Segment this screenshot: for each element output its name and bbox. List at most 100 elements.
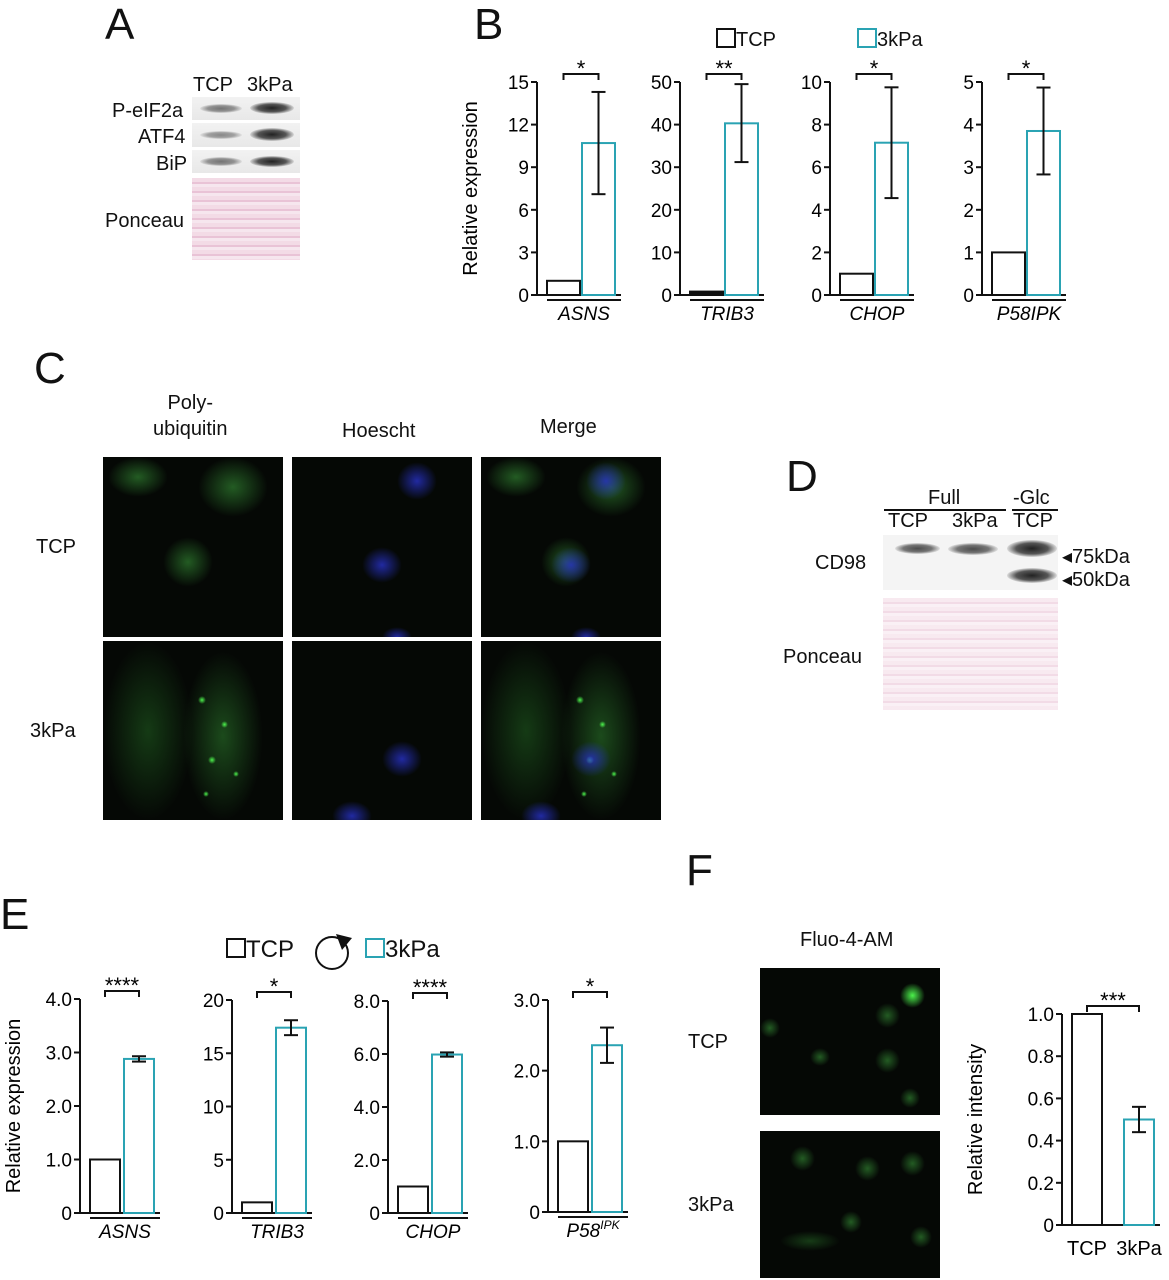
y-tick-label: 0 [518,286,529,307]
gene-label: P58IPK [997,304,1063,325]
legend-3kpa: 3kPa [365,936,440,964]
cell [382,741,422,777]
panel-label-b: B [474,0,504,49]
y-tick-label: 9 [518,158,529,179]
gene-label: ASNS [557,304,610,325]
bar-3kpa [275,1026,307,1214]
cell [382,627,412,637]
ponceau-stain [883,598,1058,710]
y-tick-label: 2.0 [46,1097,72,1118]
y-tick-label: 5 [963,73,974,94]
cell [103,641,193,820]
cell [362,547,402,583]
cell [900,983,925,1008]
group-label-full: Full [928,487,961,509]
y-tick-label: 8.0 [354,992,380,1013]
significance-bracket [572,991,608,998]
column-label: Poly- ubiquitin [153,392,228,440]
row-label: ATF4 [138,126,186,148]
gene-label: P58IPK [566,1218,620,1242]
y-tick-label: 0.8 [1028,1047,1054,1068]
y-tick-label: 1.0 [46,1151,72,1172]
row-label: Ponceau [105,210,184,232]
y-tick-label: 12 [508,116,529,137]
y-tick-label: 1.0 [514,1132,540,1153]
image-tcp-polyubiquitin [103,457,283,637]
bar-tcp [397,1185,429,1214]
significance-bracket [1086,1005,1140,1012]
bar-tcp [991,251,1026,296]
legend-3kpa: 3kPa [857,28,923,52]
y-tick-label: 4.0 [46,990,72,1011]
y-tick-label: 3 [518,243,529,264]
y-tick-label: 8 [811,116,822,137]
bar-tcp [839,272,874,297]
legend-swatch-tcp [226,938,246,958]
bar-3kpa [1123,1118,1155,1226]
significance-stars: **** [105,973,140,998]
y-tick-label: 0.4 [1028,1132,1055,1153]
y-tick-label: 4 [811,201,822,222]
y-tick-label: 5 [213,1151,224,1172]
group-label-glc: -Glc [1013,487,1050,509]
row-label: Ponceau [783,646,862,668]
column-label: Hoescht [342,420,416,442]
y-tick-label: 20 [203,991,224,1012]
significance-bracket [855,73,893,80]
y-tick-label: 40 [651,116,672,137]
y-tick-label: 15 [508,73,529,94]
y-tick-label: 10 [203,1098,224,1119]
bar-3kpa [591,1044,623,1214]
y-tick-label: 30 [651,158,672,179]
cell [397,462,437,500]
y-tick-label: 6.0 [354,1045,380,1066]
bar-tcp [241,1201,273,1214]
y-tick-label: 20 [651,201,672,222]
blot-atf4 [192,123,300,147]
row-label: 3kPa [688,1194,734,1216]
legend-swatch-3kpa [365,938,385,958]
y-tick-label: 1 [963,243,974,264]
image-3kpa-hoechst [292,641,472,820]
y-tick-label: 6 [518,201,529,222]
y-tick-label: 3.0 [46,1044,72,1065]
ponceau-stain [192,178,300,260]
cell [108,457,168,497]
cell [203,791,209,797]
panel-label-a: A [105,0,135,49]
column-label: Merge [540,416,597,438]
cell [198,696,206,704]
cell [486,457,546,497]
y-tick-label: 4 [963,116,974,137]
cell [760,1018,780,1038]
cell [163,537,213,587]
x-tick-label: TCP [1067,1238,1107,1260]
cell [332,801,372,820]
blot-p-eif2a [192,97,300,120]
legend-swatch-3kpa [857,28,877,48]
lane-label: 3kPa [247,74,293,96]
cell [840,1211,862,1233]
cell [586,462,626,500]
cell [855,1156,880,1181]
bar-tcp [546,279,581,296]
gene-label: CHOP [850,304,905,325]
cell [571,627,601,637]
gene-label: TRIB3 [250,1222,304,1243]
significance-stars: *** [1100,988,1126,1013]
image-tcp-merge [481,457,661,637]
x-tick-label: 3kPa [1116,1238,1162,1260]
y-tick-label: 50 [651,73,672,94]
cell [521,801,561,820]
y-tick-label: 0 [529,1203,540,1224]
cell [208,756,216,764]
marker-50kda: ◂50kDa [1062,569,1130,591]
marker-75kda: ◂75kDa [1062,546,1130,568]
y-tick-label: 0 [963,286,974,307]
y-tick-label: 10 [801,73,822,94]
cell [875,1003,900,1028]
cell [581,791,587,797]
image-fluo4-3kpa [760,1131,940,1278]
y-tick-label: 3.0 [514,991,540,1012]
